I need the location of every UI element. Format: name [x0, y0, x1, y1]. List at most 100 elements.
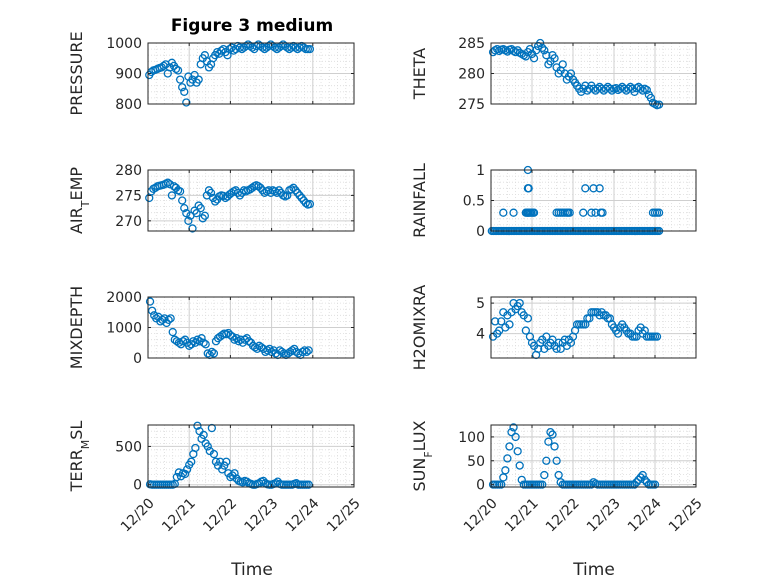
data-point — [194, 201, 203, 210]
data-point — [542, 456, 551, 465]
data-point — [304, 480, 313, 489]
data-point — [178, 337, 188, 346]
y-tick-label: 0.5 — [463, 194, 485, 210]
subplot-1: 800 900 1000 PRESSURE — [67, 31, 355, 116]
data-point — [529, 208, 539, 217]
data-point — [204, 186, 214, 195]
data-point — [165, 180, 174, 189]
y-tick-label: 270 — [115, 214, 142, 230]
data-point — [544, 437, 553, 446]
axes-box — [490, 296, 697, 359]
data-point — [198, 214, 207, 223]
data-point — [200, 211, 210, 220]
data-point — [182, 465, 192, 474]
data-point — [283, 191, 292, 200]
data-point — [199, 430, 208, 440]
data-point — [565, 208, 574, 217]
data-point — [515, 298, 524, 308]
y-axis-label-7: TERRMSL — [67, 421, 92, 493]
data-point — [654, 208, 664, 217]
data-point — [297, 193, 306, 203]
subplot-2: 275 280 285 THETA — [410, 36, 697, 113]
data-point — [263, 346, 272, 355]
data-point — [492, 44, 502, 54]
data-point — [250, 343, 260, 352]
data-point — [607, 86, 617, 95]
data-point — [304, 346, 313, 355]
y-axis-label-6: H2OMIXRA — [410, 285, 429, 371]
data-point — [180, 469, 190, 479]
data-point — [178, 83, 187, 92]
data-point — [302, 347, 311, 357]
data-point — [630, 480, 639, 489]
data-point — [652, 332, 662, 341]
data-point — [173, 66, 183, 75]
data-point — [540, 470, 549, 480]
data-point — [194, 75, 203, 84]
data-point — [542, 51, 551, 60]
data-point — [587, 480, 596, 489]
data-point — [529, 54, 539, 63]
data-point — [517, 475, 526, 484]
data-point — [540, 46, 549, 55]
data-point — [554, 470, 563, 480]
data-point — [211, 197, 220, 206]
data-point — [598, 208, 607, 217]
data-point — [167, 191, 177, 200]
data-point — [626, 82, 635, 92]
data-point — [507, 428, 516, 437]
data-point — [511, 432, 520, 442]
data-point — [227, 188, 236, 198]
data-point — [244, 337, 254, 346]
data-point — [260, 188, 269, 198]
data-point — [168, 327, 177, 337]
data-point — [191, 443, 200, 453]
subplot-4: 0 0.5 1 RAINFALL — [410, 163, 697, 240]
data-point — [523, 314, 533, 323]
subplot-5: 0 1000 2000 MIXDEPTH — [67, 286, 355, 369]
y-tick-label: 0 — [476, 478, 485, 494]
data-point — [525, 44, 535, 54]
data-point — [172, 472, 181, 482]
data-point — [558, 60, 567, 69]
data-point — [225, 44, 234, 54]
data-point — [515, 461, 524, 470]
y-tick-label: 4 — [476, 327, 485, 343]
y-tick-label: 280 — [458, 67, 485, 83]
data-point — [611, 83, 621, 93]
series — [145, 40, 315, 107]
axes-box — [147, 169, 355, 232]
data-point — [182, 209, 191, 218]
data-point — [190, 70, 199, 80]
y-axis-label-4: RAINFALL — [410, 163, 429, 238]
data-point — [192, 209, 201, 218]
data-point — [509, 208, 518, 217]
series — [488, 38, 664, 110]
data-point — [147, 306, 157, 315]
data-point — [264, 186, 273, 195]
data-point — [187, 457, 196, 466]
data-point — [182, 98, 191, 107]
y-tick-label: 275 — [115, 188, 142, 204]
data-point — [203, 349, 212, 358]
data-point — [164, 315, 173, 325]
data-point — [289, 183, 298, 192]
series — [145, 297, 313, 360]
data-point — [291, 186, 300, 195]
y-tick-label: 5 — [476, 296, 485, 312]
x-axis-label-left: Time — [230, 560, 273, 580]
data-point — [300, 346, 309, 355]
data-point — [203, 442, 212, 451]
data-point — [581, 184, 590, 193]
y-axis-label-5: MIXDEPTH — [67, 286, 86, 369]
data-point — [634, 475, 643, 484]
data-point — [305, 199, 315, 209]
y-tick-label: 0 — [133, 351, 142, 367]
data-point — [258, 186, 267, 195]
y-tick-label: 2000 — [106, 290, 142, 306]
data-point — [193, 421, 202, 430]
data-point — [538, 480, 547, 489]
data-point — [638, 86, 647, 95]
axes-box — [490, 424, 697, 488]
data-point — [595, 184, 604, 193]
